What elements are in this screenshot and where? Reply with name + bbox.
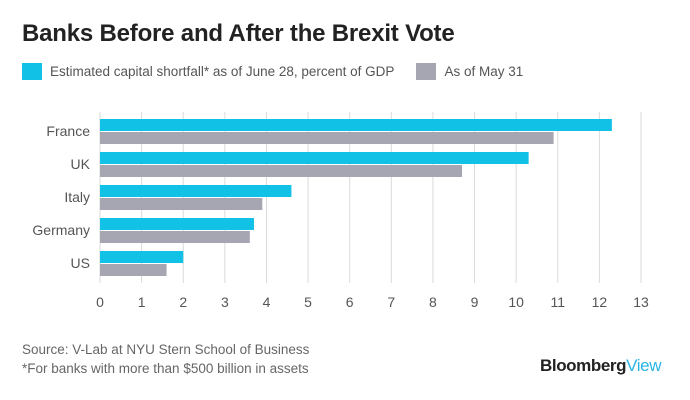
bar-france-june — [100, 119, 612, 131]
category-label-italy: Italy — [64, 189, 90, 205]
x-tick-label: 13 — [633, 294, 649, 310]
bar-uk-may — [100, 165, 463, 177]
bar-italy-june — [100, 185, 292, 197]
x-tick-label: 12 — [592, 294, 608, 310]
legend-item-may: As of May 31 — [416, 63, 523, 80]
x-tick-label: 7 — [387, 294, 395, 310]
x-tick-label: 8 — [429, 294, 437, 310]
x-tick-label: 1 — [138, 294, 146, 310]
brand-suffix: View — [626, 356, 662, 375]
bar-us-may — [100, 264, 167, 276]
x-tick-label: 9 — [471, 294, 479, 310]
brand-name: Bloomberg — [540, 356, 627, 375]
footnote: *For banks with more than $500 billion i… — [22, 361, 309, 376]
bar-germany-may — [100, 231, 250, 243]
bar-germany-june — [100, 218, 254, 230]
footer: Source: V-Lab at NYU Stern School of Bus… — [22, 340, 309, 378]
bars — [100, 119, 612, 276]
legend-label-june: Estimated capital shortfall* as of June … — [50, 64, 395, 79]
x-tick-label: 6 — [346, 294, 354, 310]
x-tick-label: 5 — [304, 294, 312, 310]
x-tick-label: 11 — [550, 294, 565, 310]
category-label-us: US — [71, 255, 90, 271]
category-label-uk: UK — [71, 156, 91, 172]
source-note: Source: V-Lab at NYU Stern School of Bus… — [22, 342, 310, 357]
legend-label-may: As of May 31 — [444, 64, 524, 79]
bar-us-june — [100, 251, 184, 263]
legend: Estimated capital shortfall* as of June … — [22, 63, 523, 80]
legend-item-june: Estimated capital shortfall* as of June … — [22, 63, 394, 80]
x-tick-label: 4 — [263, 294, 271, 310]
bar-uk-june — [100, 152, 529, 164]
category-label-france: France — [46, 123, 90, 139]
x-tick-label: 0 — [96, 294, 104, 310]
category-labels: France UK Italy Germany US — [32, 123, 90, 271]
chart-title: Banks Before and After the Brexit Vote — [22, 20, 455, 47]
bloomberg-view-logo: BloombergView — [540, 356, 661, 376]
x-tick-label: 3 — [221, 294, 229, 310]
x-tick-label: 2 — [179, 294, 187, 310]
bar-italy-may — [100, 198, 263, 210]
bar-france-may — [100, 132, 554, 144]
legend-swatch-june — [22, 63, 42, 80]
category-label-germany: Germany — [32, 222, 90, 238]
legend-swatch-may — [416, 63, 437, 80]
x-tick-labels: 0 1 2 3 4 5 6 7 8 9 10 11 12 13 — [96, 294, 649, 310]
x-tick-label: 10 — [508, 294, 524, 310]
